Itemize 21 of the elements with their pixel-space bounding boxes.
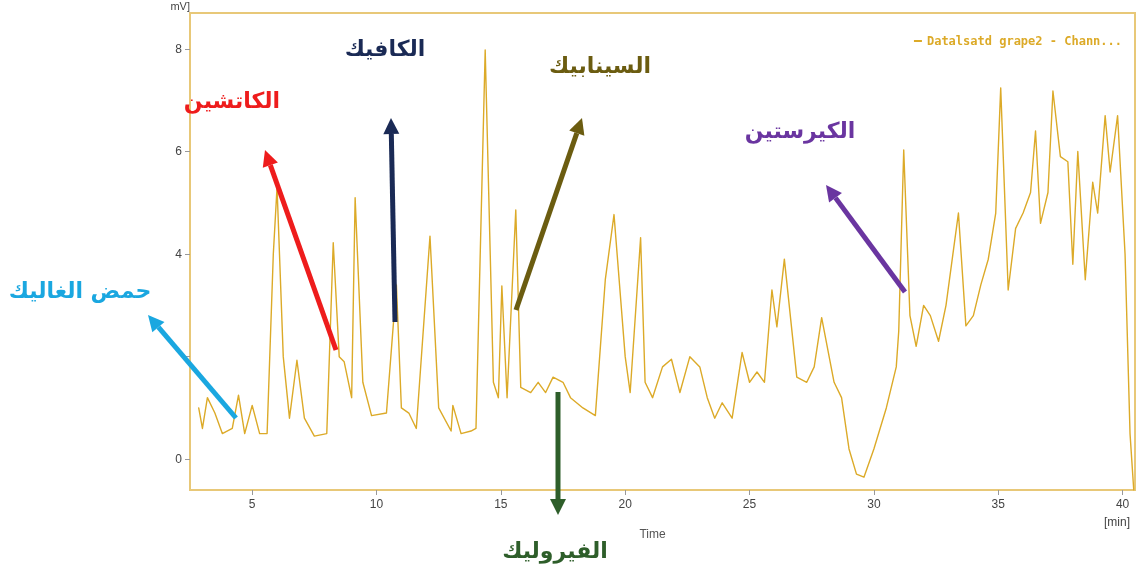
y-tick-label: 8 <box>175 41 183 56</box>
x-tick-label: 20 <box>618 497 633 511</box>
x-tick-label: 10 <box>369 497 384 511</box>
x-tick-label: 5 <box>248 497 256 511</box>
x-tick-label: 35 <box>991 497 1006 511</box>
x-tick-label: 30 <box>867 497 881 511</box>
x-axis-title: Time <box>639 527 666 541</box>
y-tick-label: 4 <box>175 247 183 262</box>
text: [min] <box>1103 515 1131 529</box>
annotation: الكافيك <box>344 36 426 61</box>
legend-label: Datalsatd grape2 - Chann... <box>926 34 1123 48</box>
text: حمض الغاليك <box>8 278 152 303</box>
x-tick-label: 25 <box>742 497 757 511</box>
y-axis-title: mV] <box>170 0 190 12</box>
x-tick-label: 15 <box>494 497 508 511</box>
y-tick-label: 6 <box>175 144 183 159</box>
y-tick-label: 0 <box>175 452 183 467</box>
annotation: السينابيك <box>548 53 652 78</box>
annotation: الكيرستين <box>744 118 856 144</box>
text: الفيروليك <box>502 538 608 564</box>
x-tick-label: 40 <box>1115 497 1130 511</box>
